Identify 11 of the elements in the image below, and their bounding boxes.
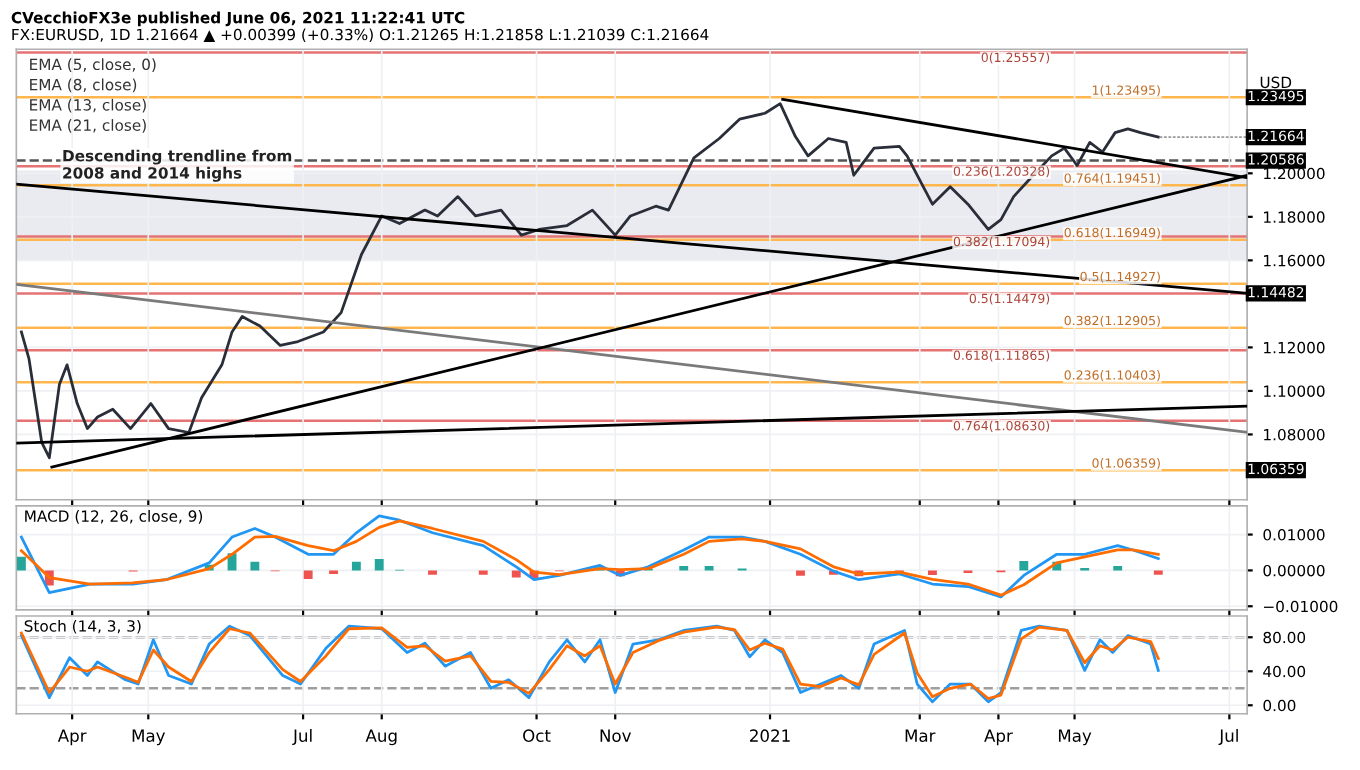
x-tick-label: May [1058,729,1092,746]
x-tick-label: Oct [523,729,551,742]
x-tick-label: Aug [365,729,397,746]
x-tick-label: Apr [57,729,87,746]
x-tick-label: 2021 [750,729,790,742]
x-tick-label: Jul [1218,729,1238,746]
x-tick-label: May [132,729,166,746]
x-tick-label: Nov [600,729,631,742]
x-tick-label: Apr [984,729,1013,746]
x-tick-label: Mar [905,729,936,742]
x-tick-label: Jul [292,729,312,746]
